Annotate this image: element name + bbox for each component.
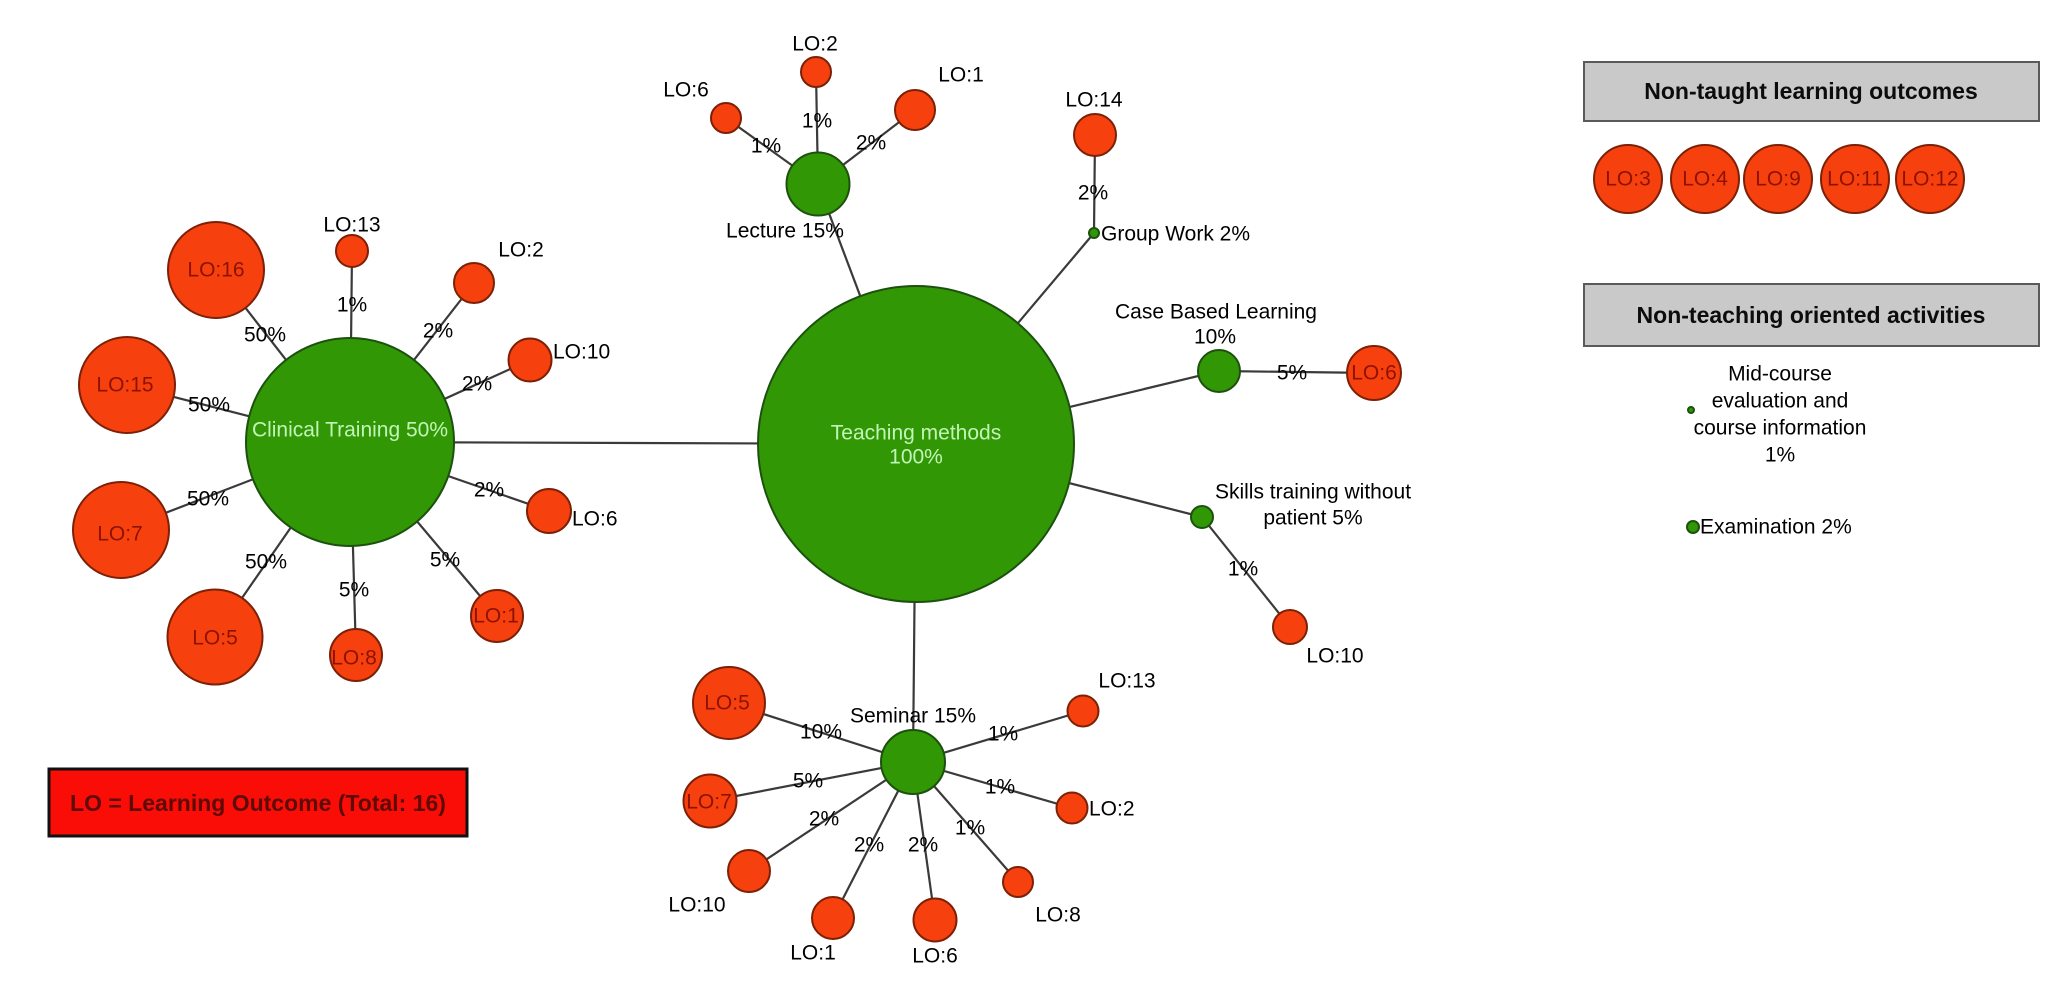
svg-text:LO:6: LO:6 — [912, 945, 958, 968]
svg-text:LO:13: LO:13 — [323, 214, 380, 237]
svg-text:2%: 2% — [423, 320, 453, 343]
svg-text:evaluation and: evaluation and — [1712, 390, 1849, 413]
svg-text:LO:13: LO:13 — [1098, 670, 1155, 693]
svg-text:Skills training without: Skills training without — [1215, 481, 1411, 504]
svg-text:LO:7: LO:7 — [97, 523, 143, 546]
svg-text:LO:8: LO:8 — [1035, 904, 1081, 927]
svg-text:LO:10: LO:10 — [553, 341, 610, 364]
svg-text:Clinical Training 50%: Clinical Training 50% — [252, 419, 448, 442]
svg-text:Case Based Learning: Case Based Learning — [1115, 301, 1317, 324]
svg-text:50%: 50% — [187, 488, 229, 511]
svg-text:1%: 1% — [751, 135, 781, 158]
svg-text:LO:6: LO:6 — [663, 79, 709, 102]
svg-text:100%: 100% — [889, 446, 943, 469]
svg-text:LO:15: LO:15 — [96, 374, 153, 397]
svg-text:course information: course information — [1694, 417, 1867, 440]
svg-text:50%: 50% — [244, 324, 286, 347]
svg-text:10%: 10% — [1194, 326, 1236, 349]
svg-text:1%: 1% — [337, 294, 367, 317]
svg-text:5%: 5% — [430, 549, 460, 572]
svg-text:LO:9: LO:9 — [1755, 168, 1801, 191]
svg-text:50%: 50% — [188, 394, 230, 417]
svg-text:LO:1: LO:1 — [790, 942, 836, 965]
svg-text:Lecture 15%: Lecture 15% — [726, 220, 844, 243]
svg-text:Examination 2%: Examination 2% — [1700, 516, 1852, 539]
svg-text:2%: 2% — [854, 834, 884, 857]
svg-text:2%: 2% — [856, 132, 886, 155]
svg-text:5%: 5% — [793, 770, 823, 793]
svg-text:2%: 2% — [462, 373, 492, 396]
svg-text:1%: 1% — [985, 776, 1015, 799]
svg-text:patient 5%: patient 5% — [1263, 507, 1362, 530]
svg-text:LO:14: LO:14 — [1065, 89, 1123, 112]
svg-text:LO:8: LO:8 — [331, 647, 377, 670]
svg-text:LO:1: LO:1 — [473, 605, 519, 628]
svg-text:Teaching methods: Teaching methods — [831, 422, 1001, 445]
svg-text:Non-taught learning outcomes: Non-taught learning outcomes — [1644, 78, 1978, 104]
svg-text:5%: 5% — [339, 579, 369, 602]
svg-text:LO:5: LO:5 — [704, 692, 750, 715]
svg-text:LO:2: LO:2 — [1089, 798, 1135, 821]
svg-text:50%: 50% — [245, 551, 287, 574]
svg-text:LO:7: LO:7 — [686, 791, 732, 814]
svg-text:1%: 1% — [1228, 558, 1258, 581]
svg-text:1%: 1% — [802, 110, 832, 133]
svg-text:Non-teaching oriented activiti: Non-teaching oriented activities — [1637, 302, 1986, 328]
svg-text:LO:2: LO:2 — [498, 239, 544, 262]
svg-text:LO:3: LO:3 — [1605, 168, 1651, 191]
svg-text:LO:2: LO:2 — [792, 33, 838, 56]
svg-text:2%: 2% — [474, 479, 504, 502]
svg-text:2%: 2% — [908, 834, 938, 857]
svg-text:2%: 2% — [1078, 182, 1108, 205]
svg-text:LO = Learning Outcome (Total:: LO = Learning Outcome (Total: 16) — [70, 790, 446, 816]
svg-text:1%: 1% — [988, 723, 1018, 746]
svg-text:LO:5: LO:5 — [192, 627, 238, 650]
svg-text:5%: 5% — [1277, 362, 1307, 385]
svg-text:2%: 2% — [809, 808, 839, 831]
svg-text:Mid-course: Mid-course — [1728, 363, 1832, 386]
svg-text:Seminar 15%: Seminar 15% — [850, 705, 976, 728]
svg-text:1%: 1% — [955, 817, 985, 840]
svg-text:LO:10: LO:10 — [668, 894, 725, 917]
svg-text:LO:16: LO:16 — [187, 259, 244, 282]
svg-text:LO:1: LO:1 — [938, 64, 984, 87]
svg-text:Group Work 2%: Group Work 2% — [1101, 223, 1250, 246]
svg-text:LO:6: LO:6 — [572, 508, 618, 531]
svg-text:LO:10: LO:10 — [1306, 645, 1363, 668]
svg-text:10%: 10% — [800, 721, 842, 744]
svg-text:1%: 1% — [1765, 444, 1795, 467]
svg-text:LO:11: LO:11 — [1827, 168, 1883, 191]
svg-text:LO:6: LO:6 — [1351, 362, 1397, 385]
svg-text:LO:4: LO:4 — [1682, 168, 1728, 191]
svg-text:LO:12: LO:12 — [1901, 168, 1958, 191]
